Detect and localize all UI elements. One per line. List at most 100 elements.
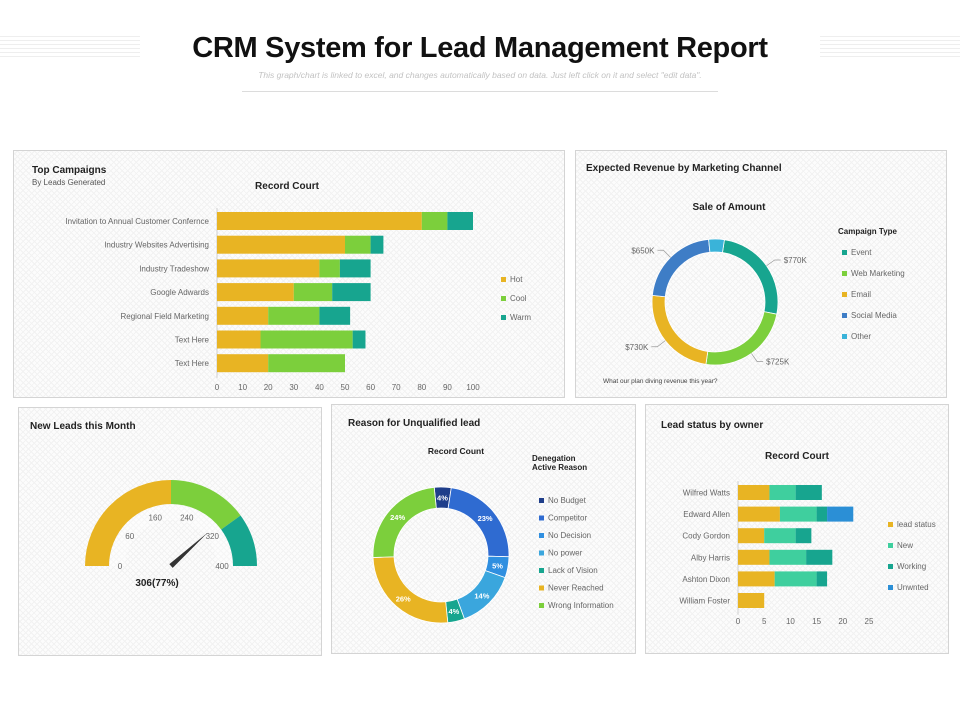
bar-working-ashton-dixon	[816, 571, 828, 587]
new-leads-title: New Leads this Month	[30, 421, 136, 432]
bar-cool-google-adwards	[293, 283, 333, 302]
bar-working-cody-gordon	[795, 528, 812, 544]
bar-working-edward-allen	[816, 506, 828, 522]
top-campaigns-chart: Record Court 0 10 20 30 40 50 60 70 80 90 100 Invita…	[65, 181, 531, 392]
gauge-inner-ring	[110, 505, 232, 566]
x-tick-label: 40	[315, 383, 324, 392]
bar-hot-industry-tradeshow	[217, 259, 320, 278]
gauge-tick-label: 60	[125, 532, 134, 541]
gauge-tick-label: 400	[215, 562, 229, 571]
slice-other	[708, 238, 725, 254]
x-tick-label: 25	[865, 617, 874, 626]
x-tick-label: 80	[417, 383, 426, 392]
bar-warm-invitation-to-annual-customer-confernce	[447, 212, 473, 230]
bar-new-cody-gordon	[764, 528, 796, 544]
x-tick-label: 0	[736, 617, 741, 626]
x-tick-label: 10	[786, 617, 795, 626]
legend-swatch-cool	[501, 296, 506, 301]
slice-label-competitor: 23%	[478, 514, 493, 523]
legend-title: Active Reason	[532, 463, 587, 472]
legend-label-hot: Hot	[510, 275, 523, 284]
category-label: Invitation to Annual Customer Confernce	[65, 217, 209, 226]
legend-label-social-media: Social Media	[851, 311, 897, 320]
legend-title: Denegation	[532, 454, 576, 463]
legend-swatch-working	[888, 564, 893, 569]
category-label: Industry Tradeshow	[139, 264, 209, 273]
legend-swatch-social-media	[842, 313, 847, 318]
legend-swatch-new	[888, 543, 893, 548]
slice-label-email: $730K	[625, 343, 649, 352]
slice-label-no-power: 14%	[474, 591, 489, 600]
top-campaigns-panel: Top Campaigns By Leads Generated Record …	[13, 150, 565, 398]
legend-label-warm: Warm	[510, 313, 531, 322]
gauge-tick-label: 0	[118, 562, 123, 571]
bar-cool-invitation-to-annual-customer-confernce	[421, 212, 448, 230]
slice-label-no-decision: 5%	[492, 561, 503, 570]
slice-label-event: $770K	[784, 256, 808, 265]
legend-label-lack-of-vision: Lack of Vision	[548, 566, 598, 575]
top-campaigns-title: Top Campaigns	[32, 165, 107, 176]
legend-label-wrong-information: Wrong Information	[548, 601, 614, 610]
top-campaigns-subtitle: By Leads Generated	[32, 178, 106, 187]
legend-swatch-web-marketing	[842, 271, 847, 276]
leader-line-email	[651, 340, 666, 348]
bar-cool-industry-tradeshow	[319, 259, 340, 278]
slice-event	[722, 239, 779, 315]
bar-lead-status-ashton-dixon	[738, 571, 775, 587]
x-tick-label: 90	[443, 383, 452, 392]
legend-label-no-budget: No Budget	[548, 496, 587, 505]
category-label: Industry Websites Advertising	[104, 241, 209, 250]
bar-lead-status-edward-allen	[738, 506, 780, 522]
gauge-band	[221, 515, 257, 566]
gauge-needle	[169, 532, 208, 568]
chart-title: Record Court	[255, 181, 320, 192]
legend-label-other: Other	[851, 332, 871, 341]
category-label: William Foster	[679, 597, 730, 606]
legend-swatch-lead-status	[888, 522, 893, 527]
legend-label-never-reached: Never Reached	[548, 584, 604, 593]
legend-label-lead-status: lead status	[897, 520, 936, 529]
category-label: Ashton Dixon	[682, 575, 730, 584]
legend-swatch-no-decision	[539, 533, 544, 538]
bar-warm-google-adwards	[332, 283, 371, 302]
bar-lead-status-cody-gordon	[738, 528, 765, 544]
bar-new-ashton-dixon	[774, 571, 817, 587]
legend-label-event: Event	[851, 248, 872, 257]
new-leads-gauge: 0 60 160 240 320 400 306(77%)	[85, 480, 257, 589]
category-label: Text Here	[175, 336, 210, 345]
legend-label-working: Working	[897, 562, 926, 571]
expected-revenue-title: Expected Revenue by Marketing Channel	[586, 163, 782, 174]
legend-label-no-decision: No Decision	[548, 531, 591, 540]
x-tick-label: 20	[838, 617, 847, 626]
slice-label-wrong-information: 24%	[390, 513, 405, 522]
legend-swatch-never-reached	[539, 585, 544, 591]
legend-swatch-lack-of-vision	[539, 568, 544, 573]
x-tick-label: 60	[366, 383, 375, 392]
bar-hot-text-here	[217, 354, 269, 373]
category-label: Wilfred Watts	[683, 489, 730, 498]
legend-label-web-marketing: Web Marketing	[851, 269, 905, 278]
x-tick-label: 30	[289, 383, 298, 392]
slice-label-lack-of-vision: 4%	[448, 607, 459, 616]
sale-of-amount-chart: $770K $725K $730K $650K Sale of Amount Campai…	[603, 202, 905, 385]
gauge-tick-label: 240	[180, 513, 194, 522]
leader-line-social-media	[657, 249, 671, 258]
legend-swatch-no-budget	[539, 498, 544, 503]
gauge-tick-label: 160	[149, 513, 163, 522]
lead-status-panel: Lead status by owner Record Court 0 5 10 15 2…	[645, 404, 949, 654]
bar-cool-regional-field-marketing	[268, 306, 320, 325]
x-tick-label: 20	[264, 383, 273, 392]
gauge-tick-label: 320	[206, 532, 220, 541]
bar-working-wilfred-watts	[795, 485, 822, 500]
subtitle-divider	[242, 91, 718, 92]
bar-new-alby-harris	[769, 549, 807, 565]
legend-swatch-competitor	[539, 515, 544, 521]
legend-label-no-power: No power	[548, 549, 583, 558]
legend-swatch-hot	[501, 277, 506, 282]
category-label: Text Here	[175, 359, 210, 368]
bar-lead-status-alby-harris	[738, 549, 770, 565]
expected-revenue-panel: Expected Revenue by Marketing Channel $7…	[575, 150, 947, 398]
unqualified-lead-panel: Reason for Unqualified lead 4% 23% 5% 14% 4%…	[331, 404, 636, 654]
legend-label-unwnted: Unwnted	[897, 583, 929, 592]
category-label: Edward Allen	[683, 510, 730, 519]
